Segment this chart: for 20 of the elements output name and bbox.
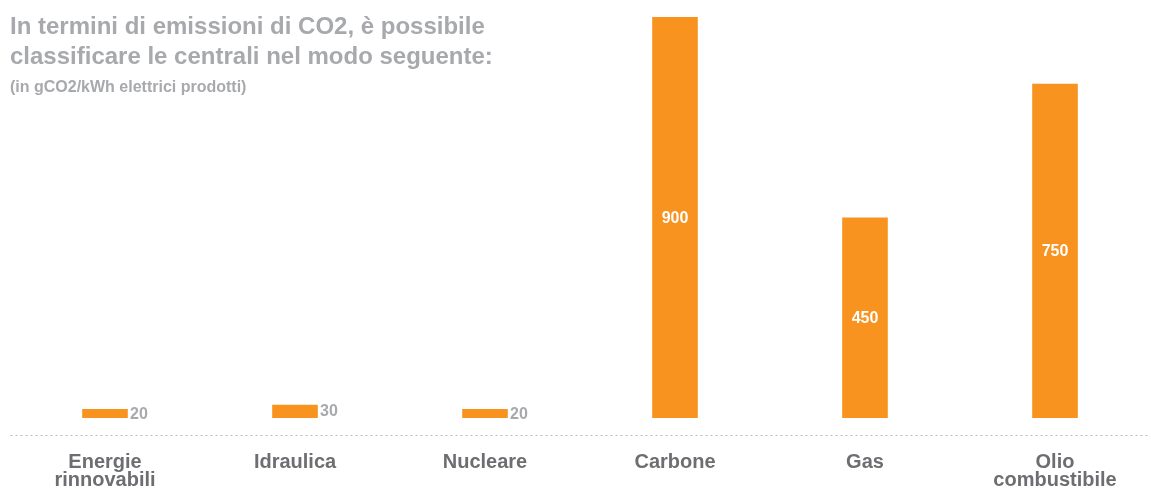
x-tick-label: Nucleare xyxy=(442,449,528,472)
data-label: 20 xyxy=(510,404,528,422)
bar xyxy=(82,409,128,418)
bar xyxy=(462,409,508,418)
bar xyxy=(272,404,318,418)
x-tick-label: Energie rinnovabili xyxy=(54,449,156,490)
bar xyxy=(842,217,888,418)
x-tick-label: Carbone xyxy=(634,449,716,472)
data-label: 750 xyxy=(1041,241,1069,259)
data-label: 20 xyxy=(130,404,148,422)
chart-title: In termini di emissioni di CO2, è possibile classificare le centrali nel modo seguente: xyxy=(10,12,493,69)
text: (in gCO2/kWh elettrici prodotti) xyxy=(10,78,247,95)
data-label: 450 xyxy=(851,308,879,326)
data-label: 900 xyxy=(661,208,689,226)
x-tick-label: Gas xyxy=(846,449,884,472)
data-label: 30 xyxy=(320,402,338,420)
bar xyxy=(652,17,698,418)
bar xyxy=(1032,83,1078,418)
x-tick-label: Olio combustibile xyxy=(993,449,1117,490)
x-tick-label: Idraulica xyxy=(253,449,337,472)
